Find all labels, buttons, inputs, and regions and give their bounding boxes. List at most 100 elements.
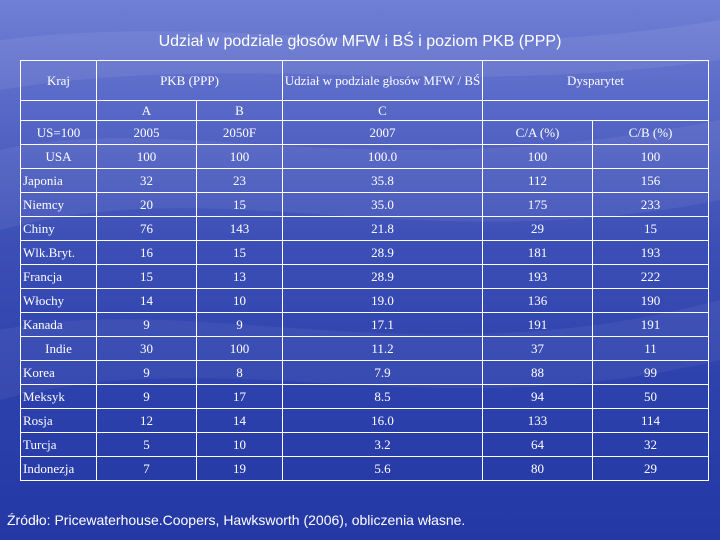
cell-udzial-2007: 100.0 xyxy=(282,144,484,169)
header-ca: C/A (%) xyxy=(482,120,594,145)
cell-pkb-2050: 14 xyxy=(195,408,284,433)
slide-title: Udział w podziale głosów MFW i BŚ i pozi… xyxy=(158,33,562,50)
cell-ratio-cb: 193 xyxy=(592,240,710,265)
cell-pkb-2050: 8 xyxy=(195,360,284,385)
cell-country: Niemcy xyxy=(20,192,97,217)
cell-ratio-ca: 80 xyxy=(482,456,594,481)
cell-country: Korea xyxy=(20,360,97,385)
cell-ratio-cb: 32 xyxy=(592,432,710,457)
data-table: Kraj PKB (PPP) Udział w podziale głosów … xyxy=(20,60,710,481)
cell-ratio-cb: 29 xyxy=(592,456,710,481)
header-col-c: C xyxy=(282,100,484,121)
table-row: USA 100 100 100.0 100 100 xyxy=(20,144,710,169)
header-year-2007: 2007 xyxy=(282,120,484,145)
table-row: Rosja 12 14 16.0 133 114 xyxy=(20,408,710,433)
table-row: Niemcy 20 15 35.0 175 233 xyxy=(20,192,710,217)
source-note: Źródło: Pricewaterhouse.Coopers, Hawkswo… xyxy=(7,512,466,528)
cell-pkb-2050: 13 xyxy=(195,264,284,289)
header-col-b: B xyxy=(195,100,284,121)
cell-pkb-2050: 15 xyxy=(195,240,284,265)
cell-country: Indonezja xyxy=(20,456,97,481)
cell-udzial-2007: 17.1 xyxy=(282,312,484,337)
cell-pkb-2005: 32 xyxy=(96,168,197,193)
cell-pkb-2005: 76 xyxy=(96,216,197,241)
cell-ratio-ca: 64 xyxy=(482,432,594,457)
cell-pkb-2050: 10 xyxy=(195,432,284,457)
header-col-a: A xyxy=(96,100,197,121)
cell-ratio-ca: 37 xyxy=(482,336,594,361)
header-dysparytet: Dysparytet xyxy=(482,60,710,101)
cell-ratio-ca: 193 xyxy=(482,264,594,289)
cell-udzial-2007: 35.8 xyxy=(282,168,484,193)
cell-pkb-2005: 15 xyxy=(96,264,197,289)
cell-country: Japonia xyxy=(20,168,97,193)
cell-pkb-2005: 12 xyxy=(96,408,197,433)
cell-pkb-2005: 14 xyxy=(96,288,197,313)
cell-ratio-cb: 114 xyxy=(592,408,710,433)
cell-pkb-2005: 20 xyxy=(96,192,197,217)
cell-udzial-2007: 5.6 xyxy=(282,456,484,481)
cell-pkb-2050: 100 xyxy=(195,336,284,361)
cell-udzial-2007: 19.0 xyxy=(282,288,484,313)
cell-ratio-ca: 88 xyxy=(482,360,594,385)
cell-country: Wlk.Bryt. xyxy=(20,240,97,265)
cell-pkb-2005: 100 xyxy=(96,144,197,169)
cell-udzial-2007: 21.8 xyxy=(282,216,484,241)
cell-ratio-cb: 99 xyxy=(592,360,710,385)
table-row: Turcja 5 10 3.2 64 32 xyxy=(20,432,710,457)
header-udzial: Udział w podziale głosów MFW / BŚ xyxy=(282,60,484,101)
header-pkb: PKB (PPP) xyxy=(95,60,284,101)
cell-ratio-cb: 50 xyxy=(592,384,710,409)
data-rows: USA 100 100 100.0 100 100 Japonia 32 23 35.8 112 15… xyxy=(20,144,710,481)
cell-country: Rosja xyxy=(20,408,97,433)
cell-pkb-2005: 7 xyxy=(96,456,197,481)
header-year-2005: 2005 xyxy=(96,120,197,145)
cell-ratio-ca: 94 xyxy=(482,384,594,409)
table-row: Chiny 76 143 21.8 29 15 xyxy=(20,216,710,241)
cell-country: Kanada xyxy=(20,312,97,337)
cell-ratio-cb: 190 xyxy=(592,288,710,313)
cell-ratio-ca: 136 xyxy=(482,288,594,313)
cell-ratio-cb: 191 xyxy=(592,312,710,337)
cell-pkb-2050: 9 xyxy=(195,312,284,337)
cell-udzial-2007: 35.0 xyxy=(282,192,484,217)
cell-ratio-ca: 133 xyxy=(482,408,594,433)
cell-pkb-2050: 15 xyxy=(195,192,284,217)
header-cb: C/B (%) xyxy=(592,120,710,145)
cell-ratio-ca: 100 xyxy=(482,144,594,169)
header-empty-cell xyxy=(20,100,97,121)
cell-ratio-cb: 222 xyxy=(592,264,710,289)
cell-pkb-2005: 9 xyxy=(96,312,197,337)
header-kraj: Kraj xyxy=(20,60,97,101)
cell-country: Francja xyxy=(20,264,97,289)
cell-ratio-ca: 181 xyxy=(482,240,594,265)
cell-pkb-2005: 30 xyxy=(96,336,197,361)
cell-country: Indie xyxy=(20,336,97,361)
cell-udzial-2007: 3.2 xyxy=(282,432,484,457)
cell-udzial-2007: 28.9 xyxy=(282,264,484,289)
cell-pkb-2005: 16 xyxy=(96,240,197,265)
cell-pkb-2005: 9 xyxy=(96,384,197,409)
cell-udzial-2007: 11.2 xyxy=(282,336,484,361)
table-row: Indie 30 100 11.2 37 11 xyxy=(20,336,710,361)
cell-pkb-2050: 143 xyxy=(195,216,284,241)
table-row: Meksyk 9 17 8.5 94 50 xyxy=(20,384,710,409)
cell-pkb-2050: 10 xyxy=(195,288,284,313)
cell-ratio-cb: 156 xyxy=(592,168,710,193)
cell-pkb-2050: 19 xyxy=(195,456,284,481)
cell-udzial-2007: 28.9 xyxy=(282,240,484,265)
table-row: Indonezja 7 19 5.6 80 29 xyxy=(20,456,710,481)
header-base: US=100 xyxy=(20,120,97,145)
cell-udzial-2007: 16.0 xyxy=(282,408,484,433)
header-row-3: US=100 2005 2050F 2007 C/A (%) C/B (%) xyxy=(20,120,710,145)
cell-pkb-2050: 17 xyxy=(195,384,284,409)
table-row: Francja 15 13 28.9 193 222 xyxy=(20,264,710,289)
header-row-2: A B C xyxy=(20,100,710,121)
table-row: Wlk.Bryt. 16 15 28.9 181 193 xyxy=(20,240,710,265)
table-row: Korea 9 8 7.9 88 99 xyxy=(20,360,710,385)
cell-country: USA xyxy=(20,144,97,169)
cell-pkb-2050: 100 xyxy=(195,144,284,169)
cell-pkb-2005: 5 xyxy=(96,432,197,457)
cell-country: Meksyk xyxy=(20,384,97,409)
cell-ratio-ca: 112 xyxy=(482,168,594,193)
